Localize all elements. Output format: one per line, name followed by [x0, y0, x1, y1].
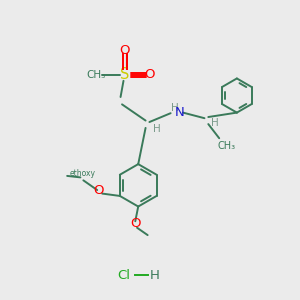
Text: CH₃: CH₃ — [218, 141, 236, 151]
Text: H: H — [171, 103, 179, 113]
Text: S: S — [120, 68, 130, 82]
Text: Cl: Cl — [117, 268, 130, 282]
Text: O: O — [120, 44, 130, 57]
Text: H: H — [211, 118, 219, 128]
Text: ethoxy: ethoxy — [70, 169, 95, 178]
Text: O: O — [145, 68, 155, 81]
Text: H: H — [149, 268, 159, 282]
Text: O: O — [130, 217, 140, 230]
Text: H: H — [153, 124, 160, 134]
Text: CH₃: CH₃ — [87, 70, 106, 80]
Text: O: O — [93, 184, 104, 197]
Text: N: N — [175, 106, 185, 118]
